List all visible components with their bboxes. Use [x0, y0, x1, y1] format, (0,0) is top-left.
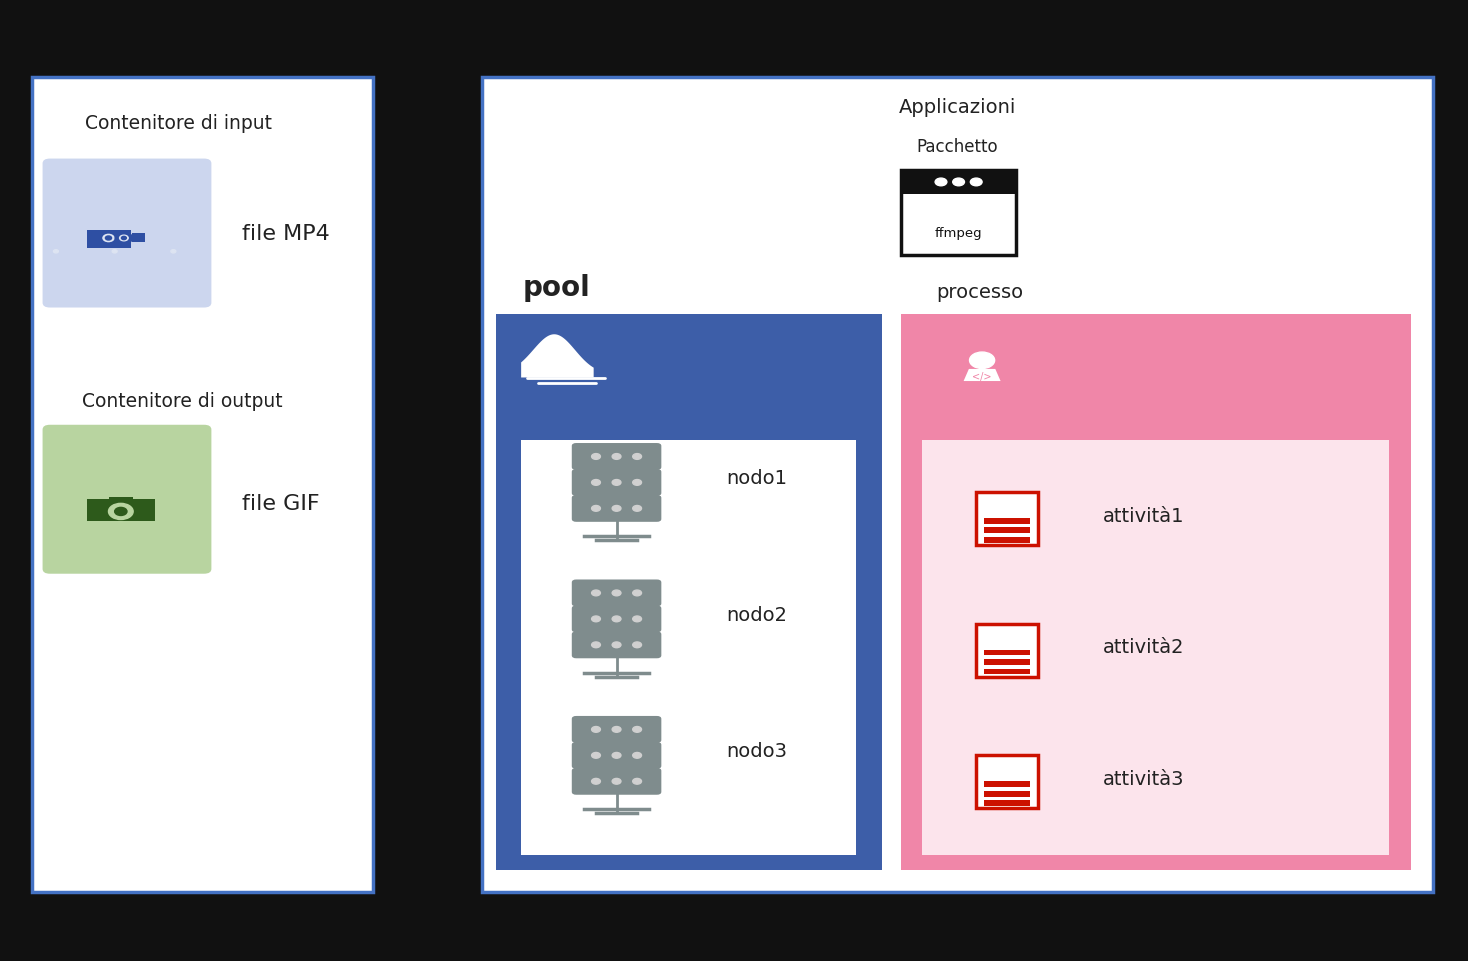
- Circle shape: [633, 454, 642, 459]
- FancyBboxPatch shape: [571, 605, 661, 632]
- Bar: [984, 659, 1031, 665]
- Text: Applicazioni: Applicazioni: [898, 98, 1016, 117]
- Circle shape: [98, 232, 119, 245]
- Bar: [984, 650, 1031, 655]
- Circle shape: [612, 454, 621, 459]
- Circle shape: [612, 642, 621, 648]
- Circle shape: [115, 507, 128, 515]
- Circle shape: [633, 480, 642, 485]
- Bar: [901, 170, 1016, 255]
- Bar: [50, 163, 112, 181]
- Text: file GIF: file GIF: [242, 494, 320, 513]
- Bar: [984, 801, 1031, 806]
- FancyBboxPatch shape: [571, 579, 661, 606]
- Text: attività2: attività2: [1102, 638, 1185, 657]
- Circle shape: [592, 590, 600, 596]
- FancyBboxPatch shape: [43, 425, 211, 574]
- Bar: [109, 497, 134, 503]
- Bar: [32, 77, 373, 892]
- Text: </>: </>: [972, 372, 992, 382]
- Circle shape: [592, 752, 600, 758]
- Circle shape: [612, 778, 621, 784]
- Bar: [87, 231, 131, 249]
- Circle shape: [592, 778, 600, 784]
- Circle shape: [612, 752, 621, 758]
- Bar: [976, 755, 1038, 808]
- Circle shape: [969, 352, 995, 368]
- FancyBboxPatch shape: [571, 469, 661, 496]
- Bar: [984, 791, 1031, 797]
- Circle shape: [612, 480, 621, 485]
- Bar: [901, 314, 1411, 870]
- Bar: [976, 492, 1038, 545]
- Circle shape: [170, 250, 176, 253]
- Text: nodo3: nodo3: [727, 742, 788, 761]
- Bar: [976, 624, 1038, 677]
- Text: Contenitore di input: Contenitore di input: [85, 113, 272, 133]
- Circle shape: [592, 616, 600, 622]
- Circle shape: [633, 642, 642, 648]
- Text: ffmpeg: ffmpeg: [935, 227, 982, 240]
- Bar: [482, 77, 1433, 892]
- Bar: [984, 669, 1031, 675]
- Circle shape: [633, 505, 642, 511]
- Bar: [984, 518, 1031, 524]
- Circle shape: [612, 590, 621, 596]
- FancyBboxPatch shape: [571, 631, 661, 658]
- FancyBboxPatch shape: [43, 159, 211, 308]
- Circle shape: [122, 236, 126, 239]
- Bar: [922, 440, 1389, 855]
- Bar: [87, 237, 131, 249]
- FancyBboxPatch shape: [571, 495, 661, 522]
- Circle shape: [633, 616, 642, 622]
- Circle shape: [592, 727, 600, 732]
- Bar: [984, 528, 1031, 533]
- Circle shape: [592, 642, 600, 648]
- Text: Pacchetto: Pacchetto: [916, 137, 998, 156]
- Text: nodo1: nodo1: [727, 469, 788, 488]
- Circle shape: [116, 233, 132, 244]
- Text: attività1: attività1: [1102, 506, 1185, 526]
- Circle shape: [119, 235, 128, 241]
- Circle shape: [633, 590, 642, 596]
- Text: nodo2: nodo2: [727, 605, 788, 625]
- Text: attività3: attività3: [1102, 770, 1185, 789]
- Text: processo: processo: [937, 283, 1023, 302]
- FancyBboxPatch shape: [571, 716, 661, 743]
- Circle shape: [633, 778, 642, 784]
- Text: pool: pool: [523, 274, 590, 302]
- Polygon shape: [963, 369, 1001, 381]
- Bar: [496, 314, 882, 870]
- Circle shape: [592, 505, 600, 511]
- Circle shape: [592, 480, 600, 485]
- FancyBboxPatch shape: [571, 443, 661, 470]
- Bar: [901, 170, 1016, 194]
- Circle shape: [612, 616, 621, 622]
- Circle shape: [109, 504, 134, 520]
- Bar: [521, 440, 856, 855]
- Circle shape: [612, 727, 621, 732]
- Circle shape: [953, 178, 964, 185]
- FancyBboxPatch shape: [571, 768, 661, 795]
- Circle shape: [612, 505, 621, 511]
- Circle shape: [106, 236, 112, 240]
- Text: Contenitore di output: Contenitore di output: [82, 392, 283, 411]
- Circle shape: [970, 178, 982, 185]
- Bar: [132, 234, 145, 242]
- Circle shape: [633, 727, 642, 732]
- Circle shape: [633, 752, 642, 758]
- Bar: [984, 781, 1031, 787]
- FancyBboxPatch shape: [571, 742, 661, 769]
- Circle shape: [592, 454, 600, 459]
- Polygon shape: [521, 334, 593, 378]
- Circle shape: [112, 250, 117, 253]
- Bar: [87, 500, 154, 521]
- Bar: [50, 430, 112, 447]
- Bar: [984, 537, 1031, 543]
- Circle shape: [935, 178, 947, 185]
- Text: file MP4: file MP4: [242, 225, 330, 244]
- Circle shape: [103, 234, 115, 241]
- Circle shape: [53, 250, 59, 253]
